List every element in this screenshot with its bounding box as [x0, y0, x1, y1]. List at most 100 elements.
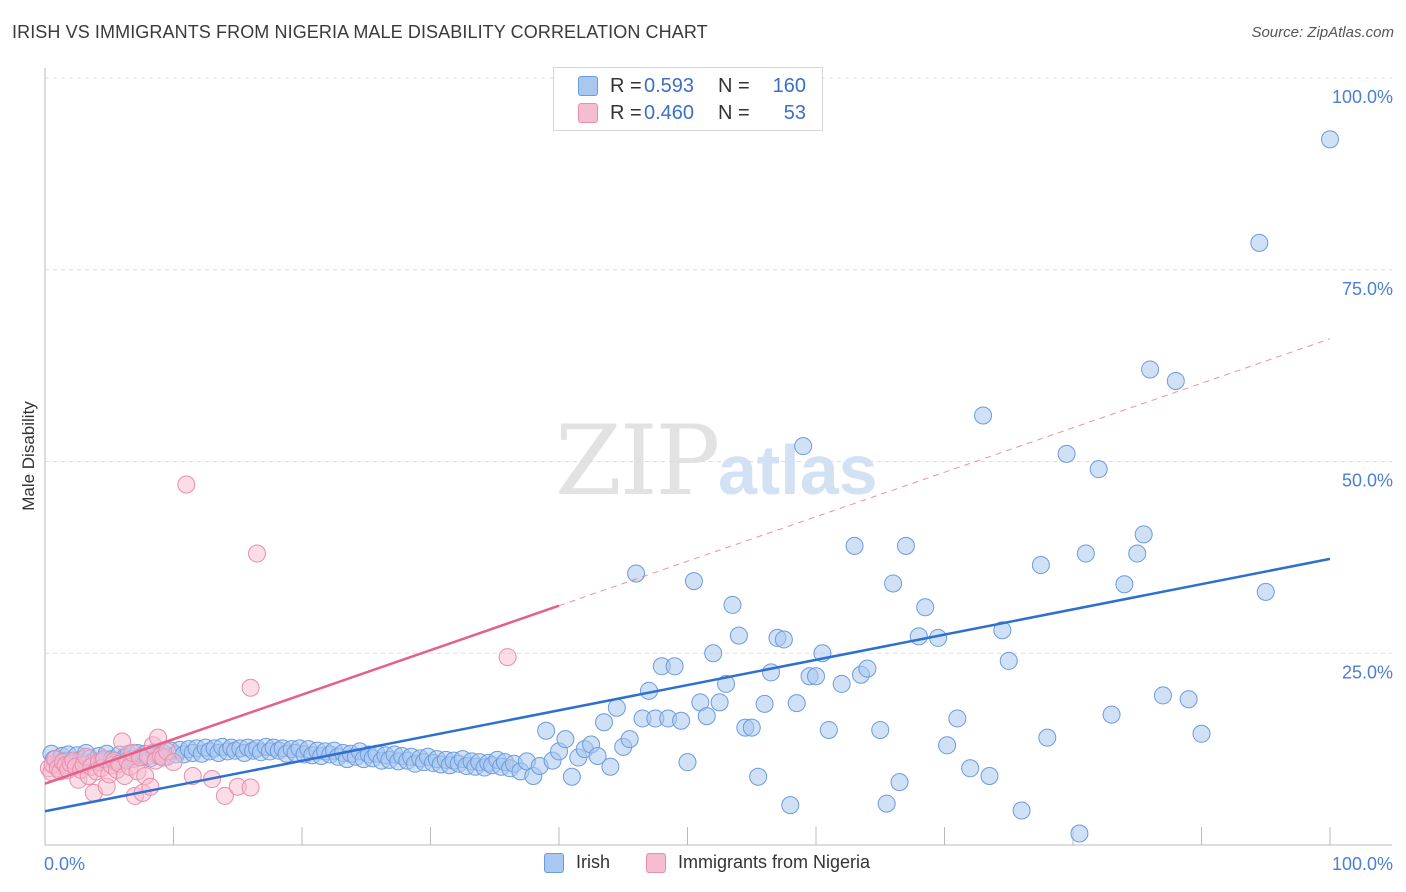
nigeria-point: [241, 778, 260, 797]
bottom-legend: Irish Immigrants from Nigeria: [0, 852, 1406, 878]
irish-point: [1166, 371, 1185, 390]
legend: R = 0.593 N = 160 R = 0.460 N = 53: [553, 67, 823, 131]
irish-point: [993, 621, 1012, 640]
irish-point: [961, 759, 980, 778]
irish-point: [1031, 556, 1050, 575]
nigeria-point: [113, 732, 132, 751]
irish-point: [749, 767, 768, 786]
x-tick-label-right: 100.0%: [1332, 854, 1393, 874]
nigeria-point: [248, 544, 267, 563]
irish-point: [697, 707, 716, 726]
bottom-legend-irish: Irish: [544, 852, 610, 873]
irish-point: [704, 644, 723, 663]
irish-point: [1179, 690, 1198, 709]
legend-swatch-nigeria: [578, 103, 598, 123]
irish-point: [1089, 460, 1108, 479]
irish-point: [717, 674, 736, 693]
irish-point: [1076, 544, 1095, 563]
irish-point: [684, 572, 703, 591]
y-tick-label: 100.0%: [1332, 87, 1393, 107]
irish-point: [974, 406, 993, 425]
irish-point: [890, 773, 909, 792]
bottom-legend-swatch-irish: [544, 852, 564, 873]
irish-point: [1153, 686, 1172, 705]
irish-point: [1102, 705, 1121, 724]
irish-point: [627, 564, 646, 583]
irish-point: [537, 721, 556, 740]
bottom-legend-swatch-nigeria: [646, 852, 666, 873]
nigeria-point: [177, 475, 196, 494]
irish-point: [1256, 582, 1275, 601]
nigeria-trend-line-extrapolated: [558, 338, 1331, 607]
irish-point: [620, 730, 639, 749]
legend-row-nigeria: R = 0.460 N = 53: [578, 101, 806, 125]
irish-point: [877, 794, 896, 813]
irish-point: [556, 730, 575, 749]
irish-point: [999, 651, 1018, 670]
nigeria-point: [498, 648, 517, 667]
legend-n-label: N =: [718, 74, 750, 97]
irish-point: [710, 693, 729, 712]
irish-point: [562, 767, 581, 786]
irish-point: [787, 694, 806, 713]
irish-point: [1057, 444, 1076, 463]
irish-point: [938, 736, 957, 755]
legend-n-value: 160: [772, 74, 806, 97]
legend-n-label: N =: [718, 101, 750, 124]
nigeria-point: [164, 753, 183, 772]
irish-points: [42, 130, 1339, 843]
irish-point: [1012, 801, 1031, 820]
irish-point: [678, 753, 697, 772]
irish-point: [884, 574, 903, 593]
trend-lines: [44, 338, 1331, 813]
legend-r-label: R =: [610, 74, 642, 97]
bottom-legend-label-irish: Irish: [576, 852, 611, 872]
irish-point: [1128, 544, 1147, 563]
x-tick-label-left: 0.0%: [44, 854, 85, 874]
y-axis-title: Male Disability: [19, 401, 38, 511]
irish-point: [858, 659, 877, 678]
irish-point: [896, 536, 915, 555]
x-ticks: [44, 827, 1331, 845]
irish-point: [909, 627, 928, 646]
irish-point: [1321, 130, 1339, 149]
irish-point: [601, 757, 620, 776]
bottom-legend-nigeria: Immigrants from Nigeria: [646, 852, 870, 873]
nigeria-point: [241, 678, 260, 697]
irish-point: [832, 674, 851, 693]
irish-point: [845, 536, 864, 555]
irish-point: [807, 667, 825, 686]
irish-point: [1038, 728, 1057, 747]
irish-point: [742, 718, 761, 737]
irish-point: [1115, 575, 1134, 594]
irish-point: [588, 747, 607, 766]
irish-point: [594, 713, 613, 732]
irish-point: [607, 698, 626, 717]
irish-point: [916, 598, 935, 617]
legend-r-value: 0.593: [644, 74, 695, 97]
nigeria-trend-line: [44, 604, 560, 785]
irish-point: [819, 720, 838, 739]
irish-point: [871, 720, 890, 739]
legend-r-value: 0.460: [644, 101, 695, 124]
y-tick-label: 25.0%: [1342, 662, 1393, 682]
irish-point: [948, 709, 967, 728]
legend-n-value: 53: [783, 101, 806, 124]
irish-point: [672, 711, 691, 730]
bottom-legend-label-nigeria: Immigrants from Nigeria: [678, 852, 871, 872]
irish-point: [1192, 724, 1211, 743]
irish-point: [781, 796, 800, 815]
irish-point: [794, 437, 813, 456]
irish-point: [755, 694, 774, 713]
legend-swatch-irish: [578, 76, 598, 96]
grid-lines: [45, 77, 1392, 654]
irish-point: [1070, 824, 1089, 843]
chart-title: IRISH VS IMMIGRANTS FROM NIGERIA MALE DI…: [12, 22, 708, 42]
nigeria-point: [215, 786, 234, 805]
irish-trend-line: [44, 557, 1331, 813]
irish-point: [729, 626, 748, 645]
y-tick-labels: 25.0% 50.0% 75.0% 100.0%: [1332, 87, 1393, 682]
y-tick-label: 75.0%: [1342, 279, 1393, 299]
irish-point: [1134, 525, 1153, 544]
